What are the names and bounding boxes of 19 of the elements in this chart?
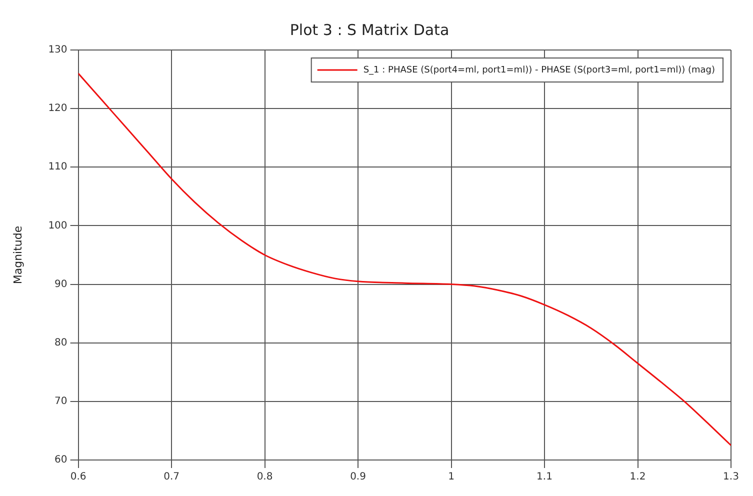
x-tick-label: 1.1 [536,472,552,483]
x-tick-label: 1 [448,472,454,483]
legend-label: S_1 : PHASE (S(port4=ml, port1=ml)) - PHASE (S(port3=ml, port1=ml)) (mag) [363,65,715,76]
x-tick-label: 1.2 [630,472,646,483]
chart-title: Plot 3 : S Matrix Data [290,20,450,39]
x-tick-label: 0.8 [256,472,273,483]
y-tick-label: 120 [48,103,68,114]
y-tick-label: 60 [54,454,68,466]
x-tick-label: 0.6 [70,472,86,483]
y-tick-label: 130 [48,44,68,56]
y-tick-label: 110 [48,162,68,173]
y-tick-label: 70 [54,396,68,408]
y-axis-title: Magnitude [11,226,24,284]
y-tick-label: 90 [54,278,68,290]
x-tick-label: 0.7 [164,472,180,483]
y-tick-label: 100 [48,220,68,232]
x-tick-label: 0.9 [350,472,366,483]
y-tick-label: 80 [54,337,68,348]
x-tick-label: 1.3 [723,472,739,483]
